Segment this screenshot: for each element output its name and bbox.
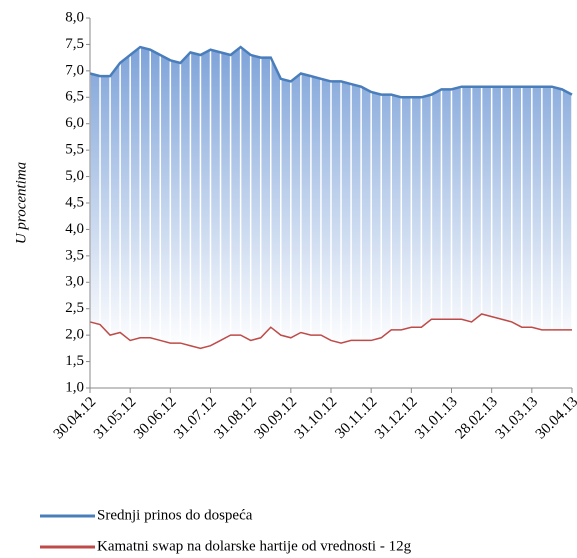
x-tick-label: 31.07.12 bbox=[171, 394, 219, 442]
x-tick-label: 31.12.12 bbox=[372, 394, 420, 442]
y-axis-label: U procentima bbox=[13, 162, 29, 244]
y-tick-label: 4,0 bbox=[65, 221, 84, 237]
x-tick-label: 31.01.13 bbox=[412, 394, 460, 442]
x-tick-label: 30.04.12 bbox=[51, 394, 99, 442]
y-tick-label: 3,5 bbox=[65, 247, 84, 263]
y-tick-label: 3,0 bbox=[65, 274, 84, 290]
y-tick-label: 2,0 bbox=[65, 327, 84, 343]
legend-label: Kamatni swap na dolarske hartije od vred… bbox=[97, 538, 412, 554]
x-tick-label: 30.04.13 bbox=[533, 394, 577, 442]
y-tick-label: 8,0 bbox=[65, 9, 84, 25]
y-tick-label: 6,5 bbox=[65, 89, 84, 105]
y-tick-label: 2,5 bbox=[65, 300, 84, 316]
y-tick-label: 7,0 bbox=[65, 62, 84, 78]
y-tick-label: 4,5 bbox=[65, 194, 84, 210]
legend-label: Srednji prinos do dospeća bbox=[97, 507, 253, 523]
x-tick-label: 30.09.12 bbox=[252, 394, 300, 442]
x-tick-label: 30.11.12 bbox=[332, 394, 380, 442]
x-tick-label: 30.06.12 bbox=[131, 394, 179, 442]
y-tick-label: 7,5 bbox=[65, 36, 84, 52]
x-tick-label: 31.03.13 bbox=[493, 394, 541, 442]
y-tick-label: 6,0 bbox=[65, 115, 84, 131]
x-tick-label: 31.08.12 bbox=[211, 394, 259, 442]
series-line bbox=[89, 313, 572, 350]
y-tick-label: 1,5 bbox=[65, 353, 84, 369]
series-line bbox=[89, 45, 573, 99]
y-tick-label: 5,5 bbox=[65, 142, 84, 158]
x-tick-label: 28.02.13 bbox=[452, 394, 500, 442]
x-tick-label: 31.10.12 bbox=[292, 394, 340, 442]
y-tick-label: 1,0 bbox=[65, 379, 84, 395]
y-tick-label: 5,0 bbox=[65, 168, 84, 184]
x-tick-label: 31.05.12 bbox=[91, 394, 139, 442]
